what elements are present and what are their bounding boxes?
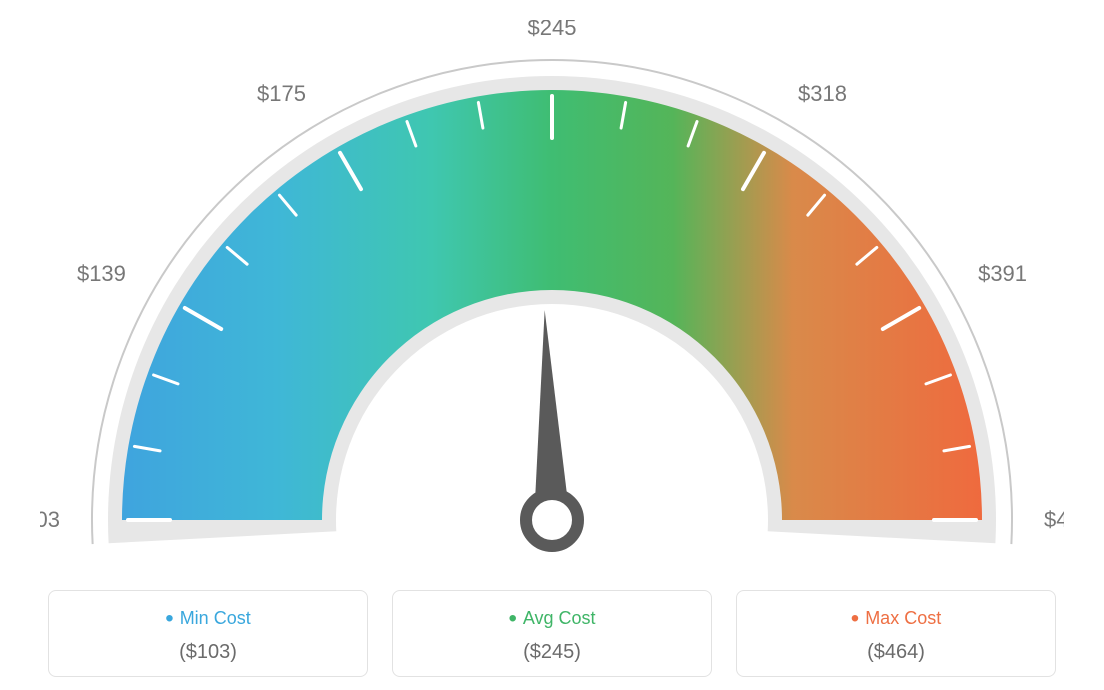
cost-gauge-widget: $103 $139 $175 $245 $318 $391 $464 Min Cost ($… <box>0 0 1104 690</box>
legend-min-label: Min Cost <box>59 605 357 633</box>
gauge-chart: $103 $139 $175 $245 $318 $391 $464 <box>40 20 1064 580</box>
gauge-tick-label: $318 <box>798 81 847 106</box>
gauge-svg: $103 $139 $175 $245 $318 $391 $464 <box>40 20 1064 580</box>
gauge-tick-label: $391 <box>978 261 1027 286</box>
gauge-tick-label: $175 <box>257 81 306 106</box>
legend-min-value: ($103) <box>59 641 357 664</box>
legend-max-label: Max Cost <box>747 605 1045 633</box>
legend-card-max: Max Cost ($464) <box>736 590 1056 677</box>
legend-row: Min Cost ($103) Avg Cost ($245) Max Cost… <box>40 590 1064 677</box>
gauge-tick-label: $139 <box>77 261 126 286</box>
legend-max-value: ($464) <box>747 641 1045 664</box>
legend-avg-label: Avg Cost <box>403 605 701 633</box>
gauge-tick-label: $103 <box>40 507 60 532</box>
legend-card-min: Min Cost ($103) <box>48 590 368 677</box>
legend-avg-value: ($245) <box>403 641 701 664</box>
gauge-tick-label: $245 <box>528 20 577 40</box>
legend-card-avg: Avg Cost ($245) <box>392 590 712 677</box>
gauge-tick-label: $464 <box>1044 507 1064 532</box>
